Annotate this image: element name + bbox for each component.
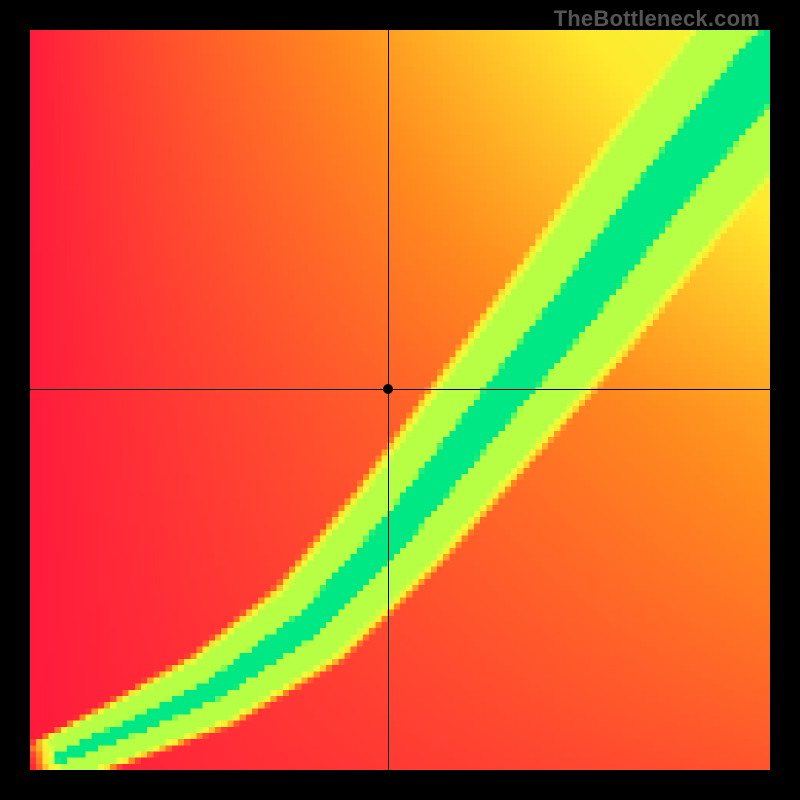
heatmap-plot-area (30, 30, 770, 770)
crosshair-marker (383, 384, 393, 394)
crosshair-horizontal (30, 389, 770, 390)
heatmap-canvas (30, 30, 770, 770)
crosshair-vertical (388, 30, 389, 770)
watermark-label: TheBottleneck.com (554, 6, 760, 32)
